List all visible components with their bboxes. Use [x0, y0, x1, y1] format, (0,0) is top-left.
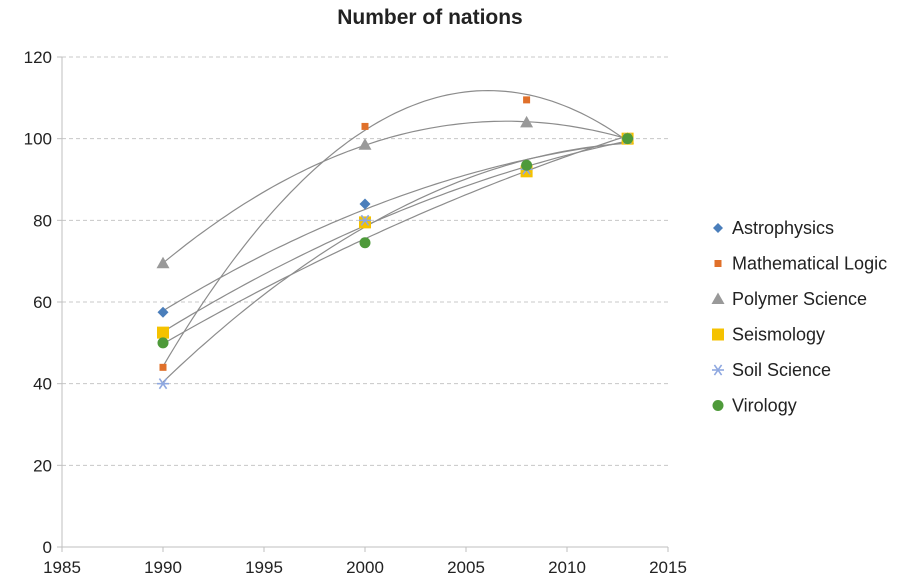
data-point-soil-science-2000	[359, 214, 371, 226]
legend-label-astrophysics: Astrophysics	[732, 218, 834, 238]
data-point-virology-2013	[622, 133, 634, 145]
data-point-mathematical-logic-2000	[361, 122, 369, 130]
legend-marker-virology	[712, 400, 724, 411]
legend-marker-polymer-science	[711, 292, 725, 304]
x-tick-label-1990: 1990	[144, 558, 182, 577]
legend-marker-soil-science	[712, 364, 724, 376]
y-tick-label-80: 80	[33, 211, 52, 230]
y-tick-label-100: 100	[24, 130, 52, 149]
x-tick-label-1985: 1985	[43, 558, 81, 577]
chart-title: Number of nations	[337, 6, 523, 29]
trendline-soil-science	[162, 142, 628, 383]
legend-label-mathematical-logic: Mathematical Logic	[732, 254, 887, 274]
x-tick-label-2015: 2015	[649, 558, 687, 577]
legend-marker-mathematical-logic	[714, 260, 722, 267]
data-point-virology-2000	[359, 237, 371, 249]
legend-label-soil-science: Soil Science	[732, 360, 831, 380]
y-tick-label-60: 60	[33, 293, 52, 312]
x-tick-label-2010: 2010	[548, 558, 586, 577]
data-point-polymer-science-1990	[156, 256, 170, 269]
data-point-astrophysics-1990	[157, 306, 169, 318]
y-tick-label-20: 20	[33, 456, 52, 475]
trendline-polymer-science	[162, 120, 628, 264]
x-tick-label-2005: 2005	[447, 558, 485, 577]
data-point-polymer-science-2000	[358, 138, 372, 150]
data-point-virology-1990	[157, 337, 169, 349]
legend-label-polymer-science: Polymer Science	[732, 289, 867, 309]
data-point-mathematical-logic-1990	[159, 363, 167, 371]
data-point-seismology-1990	[157, 326, 169, 339]
y-tick-label-40: 40	[33, 375, 52, 394]
y-tick-label-120: 120	[24, 48, 52, 67]
data-point-astrophysics-2000	[359, 198, 371, 210]
trendline-seismology	[162, 140, 628, 333]
x-tick-label-2000: 2000	[346, 558, 384, 577]
legend-marker-astrophysics	[713, 223, 723, 233]
data-point-seismology-2000	[359, 216, 371, 229]
legend-label-seismology: Seismology	[732, 325, 825, 345]
data-point-soil-science-1990	[157, 378, 169, 390]
legend-label-virology: Virology	[732, 396, 797, 416]
y-tick-label-0: 0	[43, 538, 52, 557]
data-point-polymer-science-2008	[520, 115, 534, 128]
data-point-mathematical-logic-2008	[523, 96, 531, 104]
trendline-astrophysics	[162, 141, 628, 312]
legend-marker-seismology	[712, 328, 724, 341]
trendline-virology	[162, 135, 628, 345]
trendline-mathematical-logic	[162, 89, 628, 367]
data-point-virology-2008	[521, 159, 533, 171]
x-tick-label-1995: 1995	[245, 558, 283, 577]
